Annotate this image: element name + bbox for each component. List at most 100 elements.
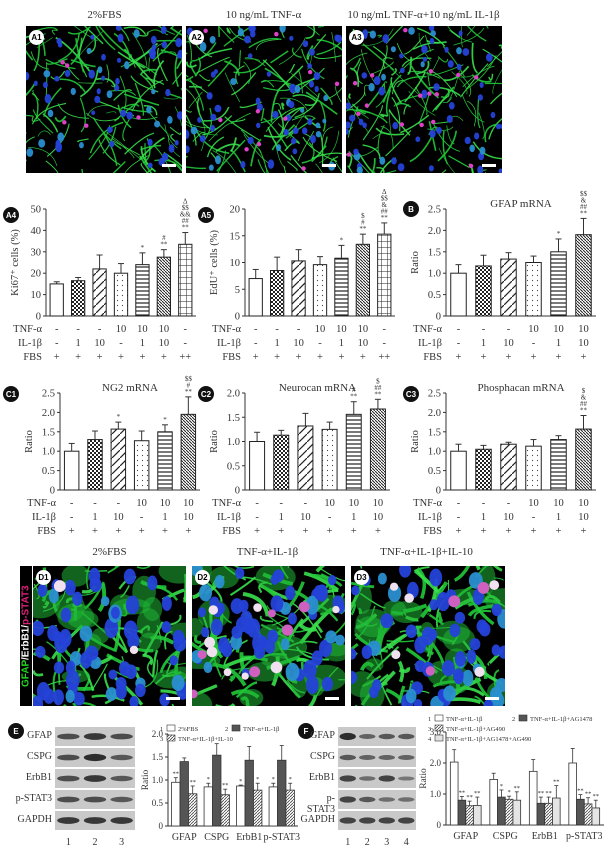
bar <box>321 428 338 491</box>
panel-badge: D2 <box>195 570 210 585</box>
treatment-cell: - <box>184 324 188 335</box>
bar <box>156 256 171 317</box>
y-tick: 0.5 <box>42 466 55 477</box>
bar <box>552 797 561 826</box>
treatment-cell: 1 <box>351 512 356 523</box>
y-tick: 0.5 <box>428 466 441 477</box>
treatment-cell: - <box>140 512 144 523</box>
x-category-label: GFAP <box>172 832 197 843</box>
treatment-cell: - <box>304 498 308 509</box>
y-tick: 50 <box>31 205 42 216</box>
significance-mark: ** <box>514 785 521 792</box>
x-category-label: GFAP <box>453 831 478 842</box>
y-tick: 1.5 <box>227 413 240 424</box>
treatment-cell: 10 <box>358 324 369 335</box>
bar <box>113 272 129 317</box>
significance-mark: ** <box>593 793 600 800</box>
treatment-cell: - <box>117 498 121 509</box>
bar <box>497 796 506 826</box>
bar <box>71 280 86 317</box>
treatment-cell: 10 <box>300 512 311 523</box>
bar <box>591 807 601 826</box>
significance-mark: ** <box>538 790 545 797</box>
legend-swatch <box>434 734 444 742</box>
legend-number: 1 <box>160 726 163 733</box>
blot-strip <box>55 811 135 830</box>
treatment-row-label: TNF-α <box>413 324 442 335</box>
bar <box>500 258 517 317</box>
blot-row-label: GFAP <box>310 730 335 741</box>
significance-mark: # <box>352 386 356 394</box>
panel-d1-title: 2%FBS <box>92 546 127 558</box>
legend-label: TNF-α+IL-1β <box>446 716 483 723</box>
treatment-cell: 1 <box>279 512 284 523</box>
treatment-cell: + <box>531 352 537 363</box>
y-axis-label: Ratio <box>410 430 421 453</box>
bar <box>110 428 127 491</box>
significance-mark: * <box>500 783 503 790</box>
significance-mark: ## <box>374 384 382 392</box>
bar <box>449 761 459 826</box>
treatment-cell: + <box>338 352 344 363</box>
bar <box>550 251 567 317</box>
bar <box>87 439 103 491</box>
treatment-cell: - <box>328 512 332 523</box>
svg-text:C3: C3 <box>406 390 417 399</box>
bar <box>355 243 370 317</box>
bar <box>179 761 189 827</box>
bar <box>253 789 263 827</box>
significance-mark: ** <box>222 782 229 789</box>
panel-badge: F <box>298 723 314 739</box>
significance-mark: & <box>382 201 388 209</box>
significance-mark: * <box>557 230 561 238</box>
bar <box>285 789 295 827</box>
significance-mark: ** <box>545 790 552 797</box>
micrograph-d3: D3 <box>351 566 505 706</box>
treatment-cell: + <box>581 526 587 537</box>
bar <box>212 754 222 827</box>
treatment-cell: - <box>70 498 74 509</box>
svg-text:B: B <box>408 205 414 214</box>
bar <box>312 264 328 317</box>
treatment-cell: 10 <box>349 498 360 509</box>
legend-swatch <box>166 734 176 742</box>
micrograph-d2: D2 <box>192 566 345 706</box>
y-tick: 1.0 <box>428 447 441 458</box>
legend-swatch <box>434 724 444 732</box>
significance-mark: ** <box>577 788 584 795</box>
treatment-cell: + <box>161 352 167 363</box>
bar <box>236 785 246 827</box>
bar <box>291 260 306 317</box>
treatment-cell: 10 <box>503 512 514 523</box>
bar <box>345 413 362 491</box>
treatment-row-label: IL-1β <box>418 512 442 523</box>
treatment-cell: + <box>481 352 487 363</box>
y-tick: 0 <box>36 312 41 323</box>
treatment-cell: + <box>581 352 587 363</box>
treatment-row-label: TNF-α <box>27 498 56 509</box>
y-axis-label: Ratio <box>410 251 421 274</box>
treatment-cell: + <box>75 352 81 363</box>
legend-label: TNF-α+IL-1β+AG1478 <box>530 716 592 723</box>
y-tick: 0 <box>436 486 441 497</box>
significance-mark: ** <box>359 225 367 233</box>
treatment-cell: + <box>69 526 75 537</box>
bar <box>135 264 150 317</box>
significance-mark: $$ <box>580 190 588 198</box>
treatment-cell: 1 <box>481 338 486 349</box>
treatment-cell: 10 <box>324 498 335 509</box>
treatment-cell: 1 <box>140 338 145 349</box>
scale-bar <box>485 697 499 700</box>
treatment-cell: + <box>506 526 512 537</box>
bar <box>583 803 593 826</box>
y-tick: 0 <box>235 312 240 323</box>
treatment-cell: - <box>507 324 511 335</box>
scale-bar <box>322 164 336 167</box>
treatment-cell: 1 <box>481 512 486 523</box>
bar <box>504 798 514 826</box>
y-tick: 20 <box>230 205 241 216</box>
treatment-cell: 10 <box>336 324 347 335</box>
treatment-cell: + <box>531 526 537 537</box>
panel-d3-title: TNF-α+IL-1β+IL-10 <box>380 546 473 558</box>
treatment-cell: 10 <box>578 498 589 509</box>
